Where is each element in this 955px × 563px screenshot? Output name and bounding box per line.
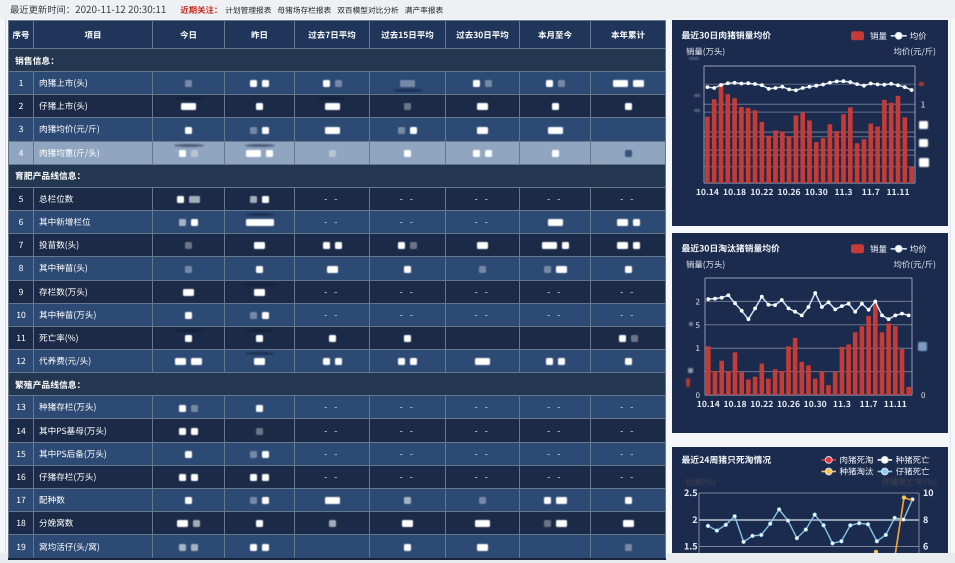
- svg-text:10.30: 10.30: [804, 398, 827, 410]
- svg-text:1: 1: [696, 343, 700, 354]
- svg-text:11.7: 11.7: [860, 398, 878, 410]
- svg-text:仔猪死亡: 仔猪死亡: [896, 466, 931, 478]
- svg-text:11.11: 11.11: [886, 186, 909, 198]
- svg-text:11.3: 11.3: [834, 186, 852, 198]
- svg-text:10.22: 10.22: [750, 186, 773, 198]
- svg-text:10.30: 10.30: [805, 186, 828, 198]
- svg-text:11.3: 11.3: [833, 398, 851, 410]
- svg-text:最近24周猪只死淘情况: 最近24周猪只死淘情况: [682, 453, 772, 466]
- svg-text:10: 10: [923, 486, 934, 499]
- svg-text:均价: 均价: [910, 30, 928, 42]
- svg-text:10.18: 10.18: [723, 398, 746, 410]
- svg-text:均价(元/斤): 均价(元/斤): [894, 46, 937, 58]
- svg-text:5: 5: [696, 320, 700, 331]
- svg-text:销量(万头): 销量(万头): [686, 259, 725, 271]
- svg-text:0: 0: [696, 390, 701, 401]
- svg-text:8: 8: [923, 513, 928, 526]
- svg-text:2.5: 2.5: [684, 486, 698, 499]
- svg-text:均价: 均价: [910, 243, 928, 255]
- svg-text:销量: 销量: [870, 243, 888, 255]
- svg-text:6: 6: [923, 540, 928, 553]
- svg-text:比例(%): 比例(%): [686, 476, 716, 488]
- svg-text:10.26: 10.26: [777, 398, 800, 410]
- svg-text:1: 1: [921, 98, 926, 110]
- svg-text:销量(万头): 销量(万头): [686, 46, 725, 58]
- svg-text:10.14: 10.14: [697, 398, 720, 410]
- svg-text:10.14: 10.14: [696, 186, 719, 198]
- svg-text:种猪淘汰: 种猪淘汰: [840, 466, 875, 478]
- svg-text:最近30日肉猪销量均价: 最近30日肉猪销量均价: [682, 29, 772, 42]
- svg-text:1.5: 1.5: [684, 540, 698, 553]
- svg-text:11.7: 11.7: [862, 186, 880, 198]
- svg-text:2: 2: [692, 513, 697, 526]
- svg-text:仔猪死亡率(%): 仔猪死亡率(%): [882, 476, 937, 488]
- svg-text:10.22: 10.22: [750, 398, 773, 410]
- svg-text:肉猪死淘: 肉猪死淘: [840, 454, 874, 466]
- svg-text:最近30日淘汰猪销量均价: 最近30日淘汰猪销量均价: [682, 242, 781, 255]
- svg-text:均价(元/斤): 均价(元/斤): [894, 259, 937, 271]
- svg-text:0: 0: [921, 390, 926, 401]
- svg-text:10.26: 10.26: [778, 186, 801, 198]
- svg-text:2: 2: [696, 296, 701, 307]
- svg-text:10.18: 10.18: [723, 186, 746, 198]
- svg-text:种猪死亡: 种猪死亡: [896, 454, 931, 466]
- svg-text:11.11: 11.11: [884, 398, 907, 410]
- svg-text:销量: 销量: [870, 30, 888, 42]
